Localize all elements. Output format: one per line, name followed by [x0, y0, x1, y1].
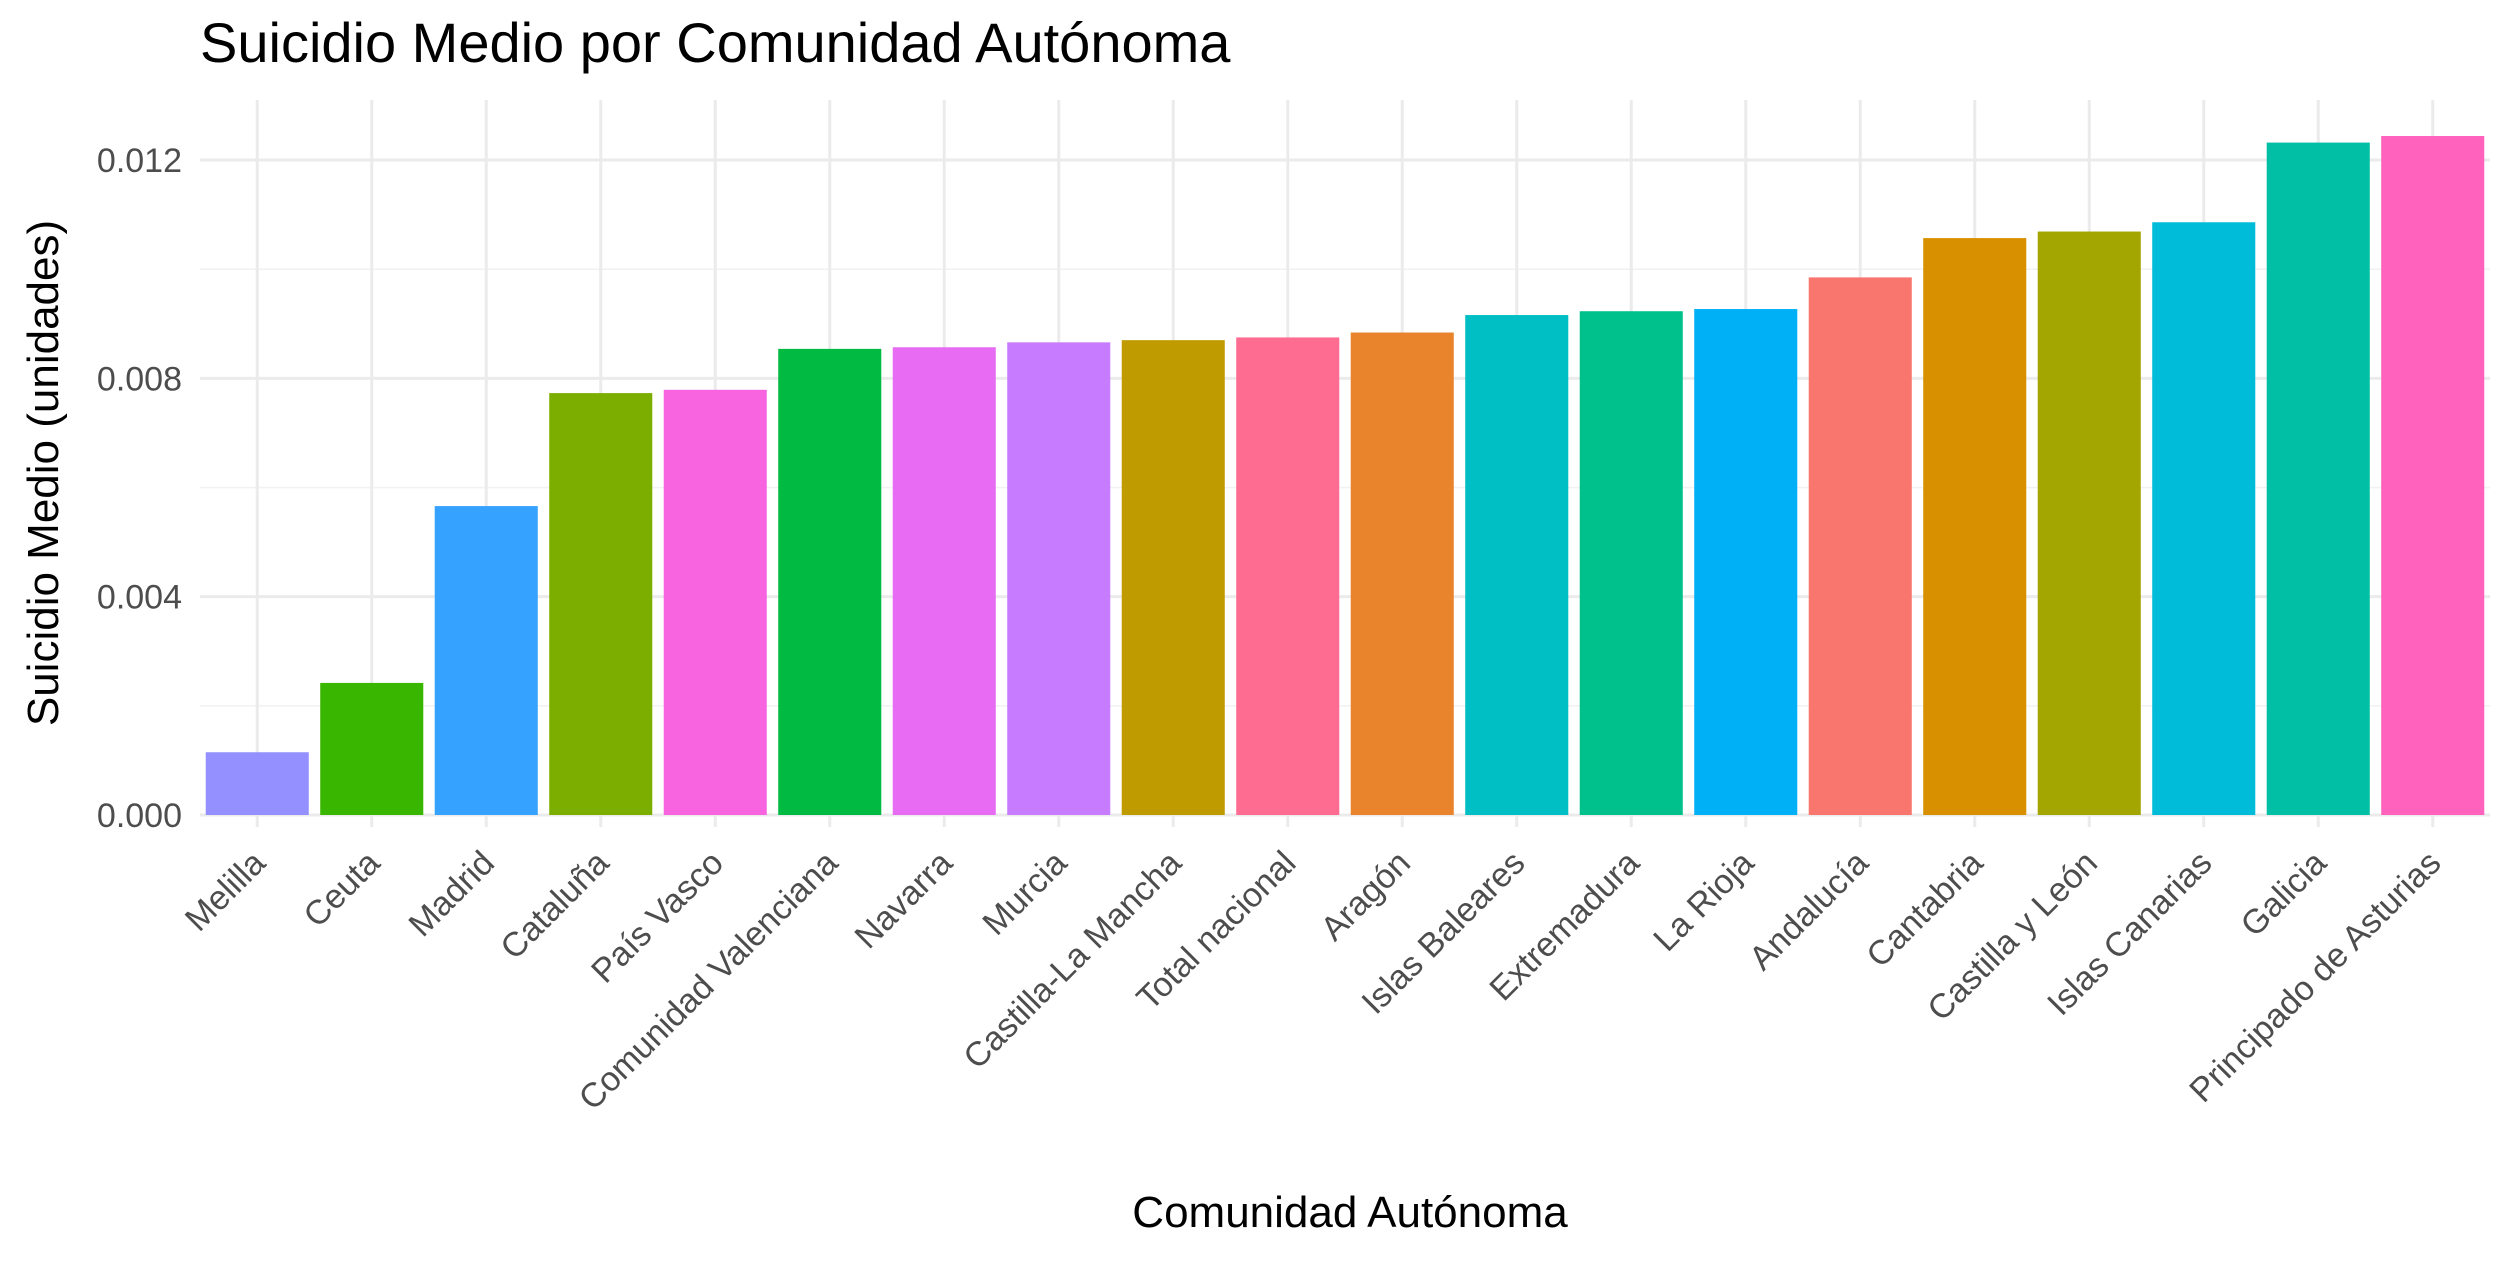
bar: [205, 752, 309, 815]
x-tick-label: Galicia: [2234, 844, 2334, 944]
bar: [778, 348, 882, 815]
x-tick-label: Madrid: [402, 844, 502, 944]
y-tick-label: 0.000: [97, 797, 182, 835]
y-tick-label: 0.004: [97, 579, 182, 617]
bar: [2037, 231, 2141, 816]
bar: [549, 393, 653, 815]
x-tick-label: Navarra: [848, 844, 960, 956]
bar: [1236, 337, 1340, 815]
x-tick-label: Aragón: [1314, 844, 1418, 948]
y-axis-title: Suicidio Medio (unidades): [19, 220, 68, 726]
y-tick-label: 0.008: [97, 360, 182, 398]
bar: [1007, 342, 1111, 815]
bar: [2381, 136, 2485, 816]
x-tick-label: La Rioja: [1646, 844, 1761, 959]
x-axis-title: Comunidad Autónoma: [1132, 1188, 1568, 1237]
bar: [1121, 340, 1225, 815]
bar: [1350, 332, 1454, 815]
grid: [200, 100, 2490, 827]
y-tick-label: 0.012: [97, 142, 182, 180]
x-tick-label: Castilla-La Mancha: [956, 844, 1189, 1077]
chart-title: Suicidio Medio por Comunidad Autónoma: [200, 11, 1231, 74]
bar: [320, 682, 424, 815]
x-tick-label: Melilla: [178, 844, 273, 939]
y-axis-ticks: 0.000 0.004 0.008 0.012: [97, 142, 182, 835]
x-tick-label: Cataluña: [493, 844, 616, 967]
bar: [2266, 142, 2370, 816]
bar: [892, 347, 996, 815]
x-tick-label: Murcia: [975, 844, 1074, 943]
bar: [2152, 222, 2256, 816]
bar: [1579, 311, 1683, 815]
bar: [1923, 238, 2027, 816]
bars: [205, 136, 2485, 816]
bar: [1465, 315, 1569, 815]
x-tick-label: Andalucía: [1742, 844, 1876, 978]
x-tick-label: Ceuta: [296, 844, 387, 935]
bar: [663, 389, 767, 815]
bar: [1694, 309, 1798, 815]
bar: [1808, 277, 1912, 815]
bar: [434, 506, 538, 815]
